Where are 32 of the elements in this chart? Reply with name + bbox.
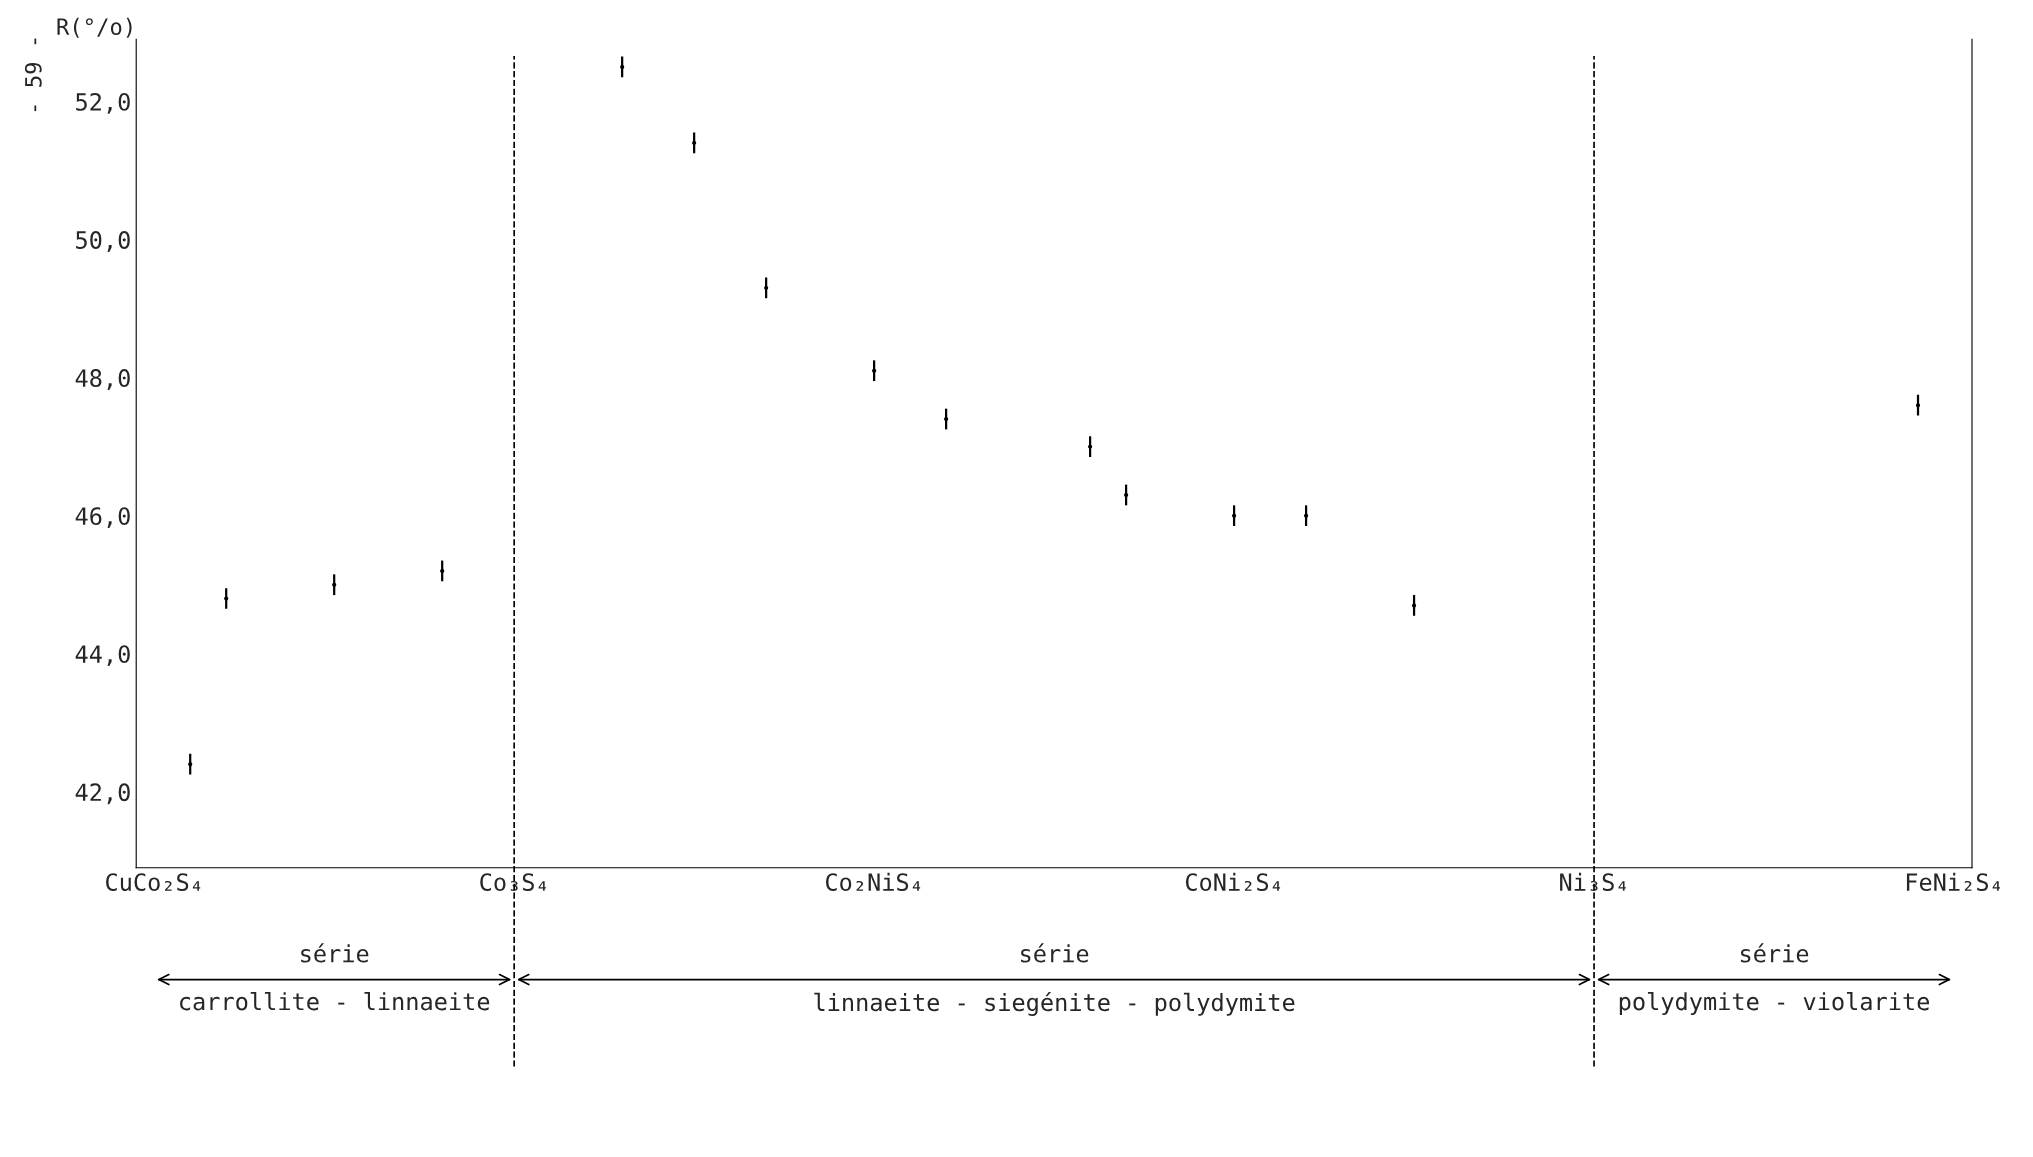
- x-tick-label: CoNi₂S₄: [1185, 872, 1281, 892]
- point: [872, 368, 877, 373]
- point: [692, 140, 697, 145]
- y-axis-title: R(°/o): [57, 17, 132, 38]
- point: [332, 582, 337, 587]
- point: [1411, 603, 1417, 608]
- point: [620, 64, 625, 70]
- y-tick-label: 44,0: [75, 645, 130, 667]
- x-tick-label: CuCo₂S₄: [106, 873, 201, 892]
- point: [944, 416, 949, 422]
- y-tick-label: 52,0: [76, 92, 130, 114]
- point: [1232, 513, 1237, 518]
- x-tick-label: Co₂NiS₄: [825, 872, 921, 892]
- point: [440, 568, 445, 573]
- point: [1088, 444, 1093, 449]
- text: série polydymite - violarite: [1619, 943, 1930, 1015]
- y-tick-label: 48,0: [75, 369, 130, 390]
- point: [224, 596, 229, 601]
- text: série linnaeite - siegénite - polydymite: [814, 943, 1295, 1016]
- point: [1124, 492, 1129, 498]
- y-tick-label: 46,0: [75, 507, 130, 529]
- text: - 59 -: [24, 38, 42, 112]
- point: [1915, 403, 1921, 408]
- y-tick-label: 42,0: [75, 783, 130, 805]
- x-tick-label: Co₃S₄: [480, 873, 546, 892]
- point: [1304, 513, 1309, 518]
- x-tick-label: FeNi₂S₄: [1906, 872, 2001, 892]
- text: série carrollite - linnaeite: [180, 943, 490, 1011]
- point: [188, 762, 193, 767]
- point: [764, 285, 769, 290]
- x-tick-label: Ni₃S₄: [1560, 872, 1626, 892]
- y-tick-label: 50,0: [76, 231, 130, 252]
